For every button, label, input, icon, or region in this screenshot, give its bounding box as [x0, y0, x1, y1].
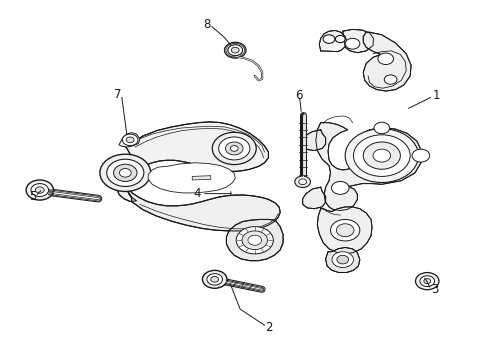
Text: 1: 1 [433, 89, 441, 102]
Polygon shape [127, 173, 280, 231]
Circle shape [207, 274, 222, 285]
Text: 5: 5 [29, 190, 36, 203]
Circle shape [412, 149, 430, 162]
Circle shape [230, 145, 238, 151]
Text: 4: 4 [194, 187, 201, 200]
Text: 3: 3 [431, 283, 438, 296]
Polygon shape [119, 133, 140, 147]
Circle shape [335, 36, 345, 42]
Circle shape [26, 180, 53, 200]
Circle shape [416, 273, 439, 290]
Circle shape [363, 142, 400, 169]
Circle shape [122, 134, 138, 145]
Polygon shape [148, 163, 235, 193]
Circle shape [332, 252, 353, 267]
Circle shape [107, 159, 144, 186]
Circle shape [373, 149, 391, 162]
Polygon shape [363, 32, 411, 91]
Circle shape [384, 75, 397, 84]
Circle shape [242, 231, 268, 249]
Circle shape [248, 235, 262, 245]
Circle shape [219, 137, 250, 160]
Circle shape [374, 122, 390, 134]
Circle shape [345, 39, 360, 49]
Circle shape [353, 135, 410, 176]
Circle shape [35, 187, 44, 193]
Polygon shape [303, 187, 326, 209]
Circle shape [202, 270, 227, 288]
Polygon shape [319, 31, 346, 51]
Circle shape [299, 179, 307, 185]
Circle shape [126, 137, 134, 143]
Circle shape [236, 226, 273, 254]
Circle shape [420, 276, 435, 287]
Polygon shape [326, 247, 360, 273]
Circle shape [114, 164, 137, 181]
Text: 8: 8 [203, 18, 211, 31]
Polygon shape [226, 220, 283, 261]
Circle shape [228, 45, 243, 55]
Circle shape [211, 276, 219, 282]
Polygon shape [343, 30, 373, 53]
Circle shape [225, 142, 243, 155]
Circle shape [424, 279, 431, 284]
Circle shape [336, 224, 354, 237]
Polygon shape [303, 130, 326, 150]
Text: 2: 2 [265, 321, 272, 334]
Circle shape [31, 184, 49, 197]
Circle shape [120, 168, 131, 177]
Circle shape [378, 53, 393, 64]
Circle shape [212, 132, 256, 165]
Text: 7: 7 [114, 88, 122, 101]
Polygon shape [318, 207, 372, 254]
Circle shape [295, 176, 311, 188]
Text: 6: 6 [295, 89, 302, 102]
Circle shape [345, 129, 418, 183]
Circle shape [224, 42, 246, 58]
Circle shape [323, 35, 335, 43]
Polygon shape [117, 122, 269, 202]
Circle shape [331, 220, 360, 241]
Circle shape [231, 47, 239, 53]
Polygon shape [192, 176, 211, 180]
Circle shape [100, 154, 151, 192]
Circle shape [337, 255, 348, 264]
Circle shape [331, 181, 349, 194]
Polygon shape [316, 123, 422, 211]
